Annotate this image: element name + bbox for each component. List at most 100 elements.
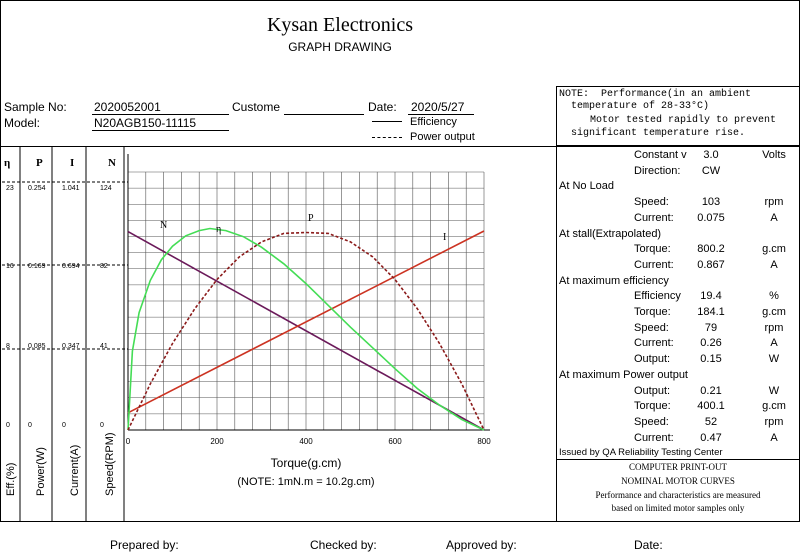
y-tick-label: 41 bbox=[100, 343, 108, 350]
spec-value: 0.47 bbox=[700, 431, 722, 444]
spec-unit: A bbox=[770, 337, 778, 350]
spec-unit: g.cm bbox=[762, 306, 786, 318]
spec-value: 0.15 bbox=[700, 353, 722, 366]
spec-unit: g.cm bbox=[762, 243, 786, 256]
spec-unit: rpm bbox=[764, 321, 784, 334]
spec-value: 800.2 bbox=[697, 243, 725, 256]
x-tick-label: 0 bbox=[126, 437, 131, 446]
spec-name: Current: bbox=[634, 258, 674, 271]
y-tick-label: 0.169 bbox=[28, 263, 46, 270]
series-p-line bbox=[127, 231, 485, 431]
curve-label: P bbox=[308, 213, 314, 224]
spec-unit: g.cm bbox=[762, 400, 786, 413]
date-label: Date: bbox=[368, 100, 397, 114]
series-i-line bbox=[127, 230, 485, 414]
y-axis-title: Speed(RPM) bbox=[104, 432, 116, 496]
note-line4: significant temperature rise. bbox=[571, 128, 746, 139]
spec-name: Torque: bbox=[634, 306, 671, 318]
spec-value: 19.4 bbox=[700, 290, 722, 303]
y-tick-label: 0 bbox=[28, 422, 32, 429]
curve-label: N bbox=[160, 220, 167, 231]
axis-header: P bbox=[36, 157, 43, 169]
customer-underline bbox=[284, 114, 364, 115]
y-tick-label: 8 bbox=[6, 343, 10, 350]
curve-label: η bbox=[216, 224, 221, 235]
spec-value: 79 bbox=[704, 321, 718, 334]
note-line2: temperature of 28-33°C) bbox=[571, 101, 710, 112]
info-divider bbox=[0, 146, 800, 147]
sample-no-label: Sample No: bbox=[4, 100, 67, 114]
y-tick-label: 0.694 bbox=[62, 263, 80, 270]
print-note-line1: COMPUTER PRINT-OUT bbox=[629, 462, 727, 472]
spec-value: 400.1 bbox=[697, 400, 725, 413]
x-tick-label: 800 bbox=[477, 437, 491, 446]
y-tick-label: 16 bbox=[6, 263, 14, 270]
series-n-line bbox=[127, 230, 485, 431]
approved-by: Approved by: bbox=[446, 538, 517, 552]
y-tick-label: 0.254 bbox=[28, 185, 46, 192]
spec-unit: A bbox=[770, 431, 778, 444]
spec-unit: A bbox=[770, 258, 778, 271]
spec-unit: rpm bbox=[764, 196, 784, 209]
legend-efficiency-swatch bbox=[372, 121, 402, 122]
y-tick-label: 0.085 bbox=[28, 343, 46, 350]
print-note-line4: based on limited motor samples only bbox=[611, 503, 745, 513]
print-note-line3: Performance and characteristics are meas… bbox=[595, 490, 761, 500]
prepared-by: Prepared by: bbox=[110, 538, 179, 552]
date-underline bbox=[408, 114, 474, 115]
date-value: 2020/5/27 bbox=[411, 100, 465, 114]
spec-panel-border bbox=[556, 146, 557, 522]
spec-unit: % bbox=[769, 290, 779, 303]
note-line1: Performance(in an ambient bbox=[601, 89, 752, 100]
spec-unit: Volts bbox=[762, 149, 786, 161]
y-tick-label: 82 bbox=[100, 263, 108, 270]
axis-header: η bbox=[4, 157, 10, 169]
legend-power-swatch bbox=[372, 137, 402, 138]
curve-label: I bbox=[443, 232, 446, 243]
spec-name: Direction: bbox=[634, 164, 681, 177]
customer-label: Custome bbox=[232, 100, 281, 114]
spec-value: 0.075 bbox=[697, 211, 725, 224]
spec-name: Current: bbox=[634, 211, 674, 224]
series-efficiency-line bbox=[127, 227, 485, 431]
spec-name: Speed: bbox=[634, 415, 669, 428]
spec-section: At stall(Extrapolated) bbox=[559, 227, 662, 240]
spec-value: 184.1 bbox=[697, 306, 725, 318]
spec-value: 52 bbox=[704, 415, 718, 428]
model-underline bbox=[92, 130, 229, 131]
footer-date: Date: bbox=[634, 538, 663, 552]
spec-value: 0.21 bbox=[700, 384, 722, 397]
note-line3: Motor tested rapidly to prevent bbox=[590, 115, 777, 126]
spec-value: 0.26 bbox=[700, 337, 722, 350]
company-title: Kysan Electronics bbox=[266, 14, 414, 36]
spec-name: Efficiency bbox=[634, 290, 681, 303]
spec-name: Output: bbox=[634, 353, 671, 366]
sample-no-underline bbox=[92, 114, 229, 115]
y-tick-label: 1.041 bbox=[62, 185, 80, 192]
model-label: Model: bbox=[4, 116, 41, 130]
checked-by: Checked by: bbox=[310, 538, 377, 552]
spec-name: Current: bbox=[634, 431, 674, 444]
axis-header: I bbox=[70, 157, 74, 169]
note-label: NOTE: bbox=[559, 89, 590, 100]
y-tick-label: 0.347 bbox=[62, 343, 80, 350]
spec-name: Current: bbox=[634, 337, 674, 350]
x-axis-label: Torque(g.cm) bbox=[270, 456, 342, 470]
spec-name: Torque: bbox=[634, 400, 671, 413]
spec-name: Torque: bbox=[634, 243, 671, 256]
spec-name: Speed: bbox=[634, 196, 669, 209]
y-tick-label: 124 bbox=[100, 185, 112, 192]
spec-unit: A bbox=[770, 211, 778, 224]
y-tick-label: 23 bbox=[6, 185, 14, 192]
spec-unit: W bbox=[768, 353, 780, 366]
spec-value: CW bbox=[701, 164, 721, 177]
spec-section: At maximum efficiency bbox=[559, 274, 669, 287]
issued-by: Issued by QA Reliability Testing Center bbox=[559, 447, 723, 458]
y-axis-title: Power(W) bbox=[35, 447, 47, 496]
x-tick-label: 400 bbox=[299, 437, 313, 446]
y-tick-label: 0 bbox=[6, 422, 10, 429]
y-axis-title: Current(A) bbox=[69, 444, 81, 496]
issued-divider bbox=[556, 459, 800, 460]
spec-section: At No Load bbox=[559, 180, 615, 193]
